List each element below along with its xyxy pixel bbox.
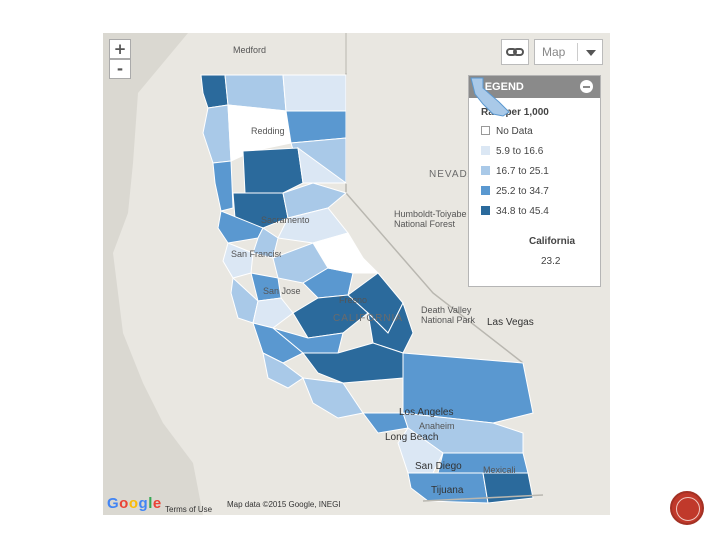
- google-logo-letter: l: [148, 495, 153, 512]
- label-nevada: NEVADA: [429, 169, 476, 180]
- label-mexicali: Mexicali: [483, 465, 516, 475]
- google-logo-letter: o: [128, 495, 139, 512]
- california-shape-icon: [470, 77, 510, 117]
- zoom-in-button[interactable]: +: [109, 39, 131, 59]
- next-slide-icon[interactable]: [670, 491, 704, 525]
- label-sacramento: Sacramento: [261, 215, 310, 225]
- legend-item: 34.8 to 45.4: [481, 206, 549, 218]
- label-las-vegas: Las Vegas: [487, 317, 534, 328]
- legend-item-label: 25.2 to 34.7: [496, 186, 549, 197]
- legend-panel: LEGEND Rate per 1,000 No Data 5.9 to 16.6…: [468, 75, 601, 287]
- legend-item: 16.7 to 25.1: [481, 166, 549, 178]
- label-los-angeles: Los Angeles: [399, 407, 454, 418]
- label-san-diego: San Diego: [415, 461, 462, 472]
- legend-item-label: 34.8 to 45.4: [496, 206, 549, 217]
- legend-item-label: 5.9 to 16.6: [496, 146, 544, 157]
- legend-state-name: California: [529, 236, 576, 247]
- legend-swatch: [481, 186, 490, 195]
- google-logo-letter: G: [107, 495, 120, 512]
- google-logo-letter: o: [119, 495, 129, 512]
- legend-subtitle: Rate per 1,000: [481, 107, 549, 118]
- google-logo-letter: e: [152, 495, 162, 512]
- map-type-select[interactable]: Map: [534, 39, 603, 65]
- label-california: CALIFORNIA: [333, 313, 404, 324]
- label-san-jose: San Jose: [263, 286, 301, 296]
- legend-swatch: [481, 126, 490, 135]
- map-attribution: Map data ©2015 Google, INEGI: [227, 500, 341, 509]
- label-long-beach: Long Beach: [385, 432, 439, 443]
- map-type-label: Map: [542, 45, 566, 59]
- label-fresno: Fresno: [339, 295, 368, 305]
- minus-circle-icon[interactable]: [580, 80, 593, 93]
- link-icon: [506, 48, 524, 56]
- legend-swatch: [481, 206, 490, 215]
- legend-state-value: 23.2: [541, 256, 561, 267]
- legend-item: No Data: [481, 126, 533, 138]
- legend-header: LEGEND: [469, 76, 600, 98]
- zoom-out-button[interactable]: -: [109, 59, 131, 79]
- link-button[interactable]: [501, 39, 529, 65]
- legend-item-label: No Data: [496, 126, 533, 137]
- legend-swatch: [481, 146, 490, 155]
- label-san-francisco: San Francisco: [231, 249, 281, 259]
- legend-item: 25.2 to 34.7: [481, 186, 549, 198]
- legend-swatch: [481, 166, 490, 175]
- label-humboldt: Humboldt-Toiyabe National Forest: [394, 209, 467, 229]
- label-redding: Redding: [251, 126, 285, 136]
- label-death-valley: Death Valley National Park: [421, 305, 476, 325]
- legend-title: LEGEND: [478, 81, 524, 93]
- label-medford: Medford: [233, 45, 267, 55]
- label-anaheim: Anaheim: [419, 421, 455, 431]
- label-tijuana: Tijuana: [431, 485, 464, 496]
- google-logo-letter: g: [138, 495, 149, 512]
- select-divider: [577, 43, 578, 61]
- google-logo: Google: [107, 495, 162, 512]
- terms-link[interactable]: Terms of Use: [165, 505, 213, 514]
- chevron-down-icon: [586, 50, 596, 56]
- legend-item-label: 16.7 to 25.1: [496, 166, 549, 177]
- legend-item: 5.9 to 16.6: [481, 146, 543, 158]
- map-viewport[interactable]: + - Map Medford Redding NEVADA Humboldt-…: [103, 33, 610, 515]
